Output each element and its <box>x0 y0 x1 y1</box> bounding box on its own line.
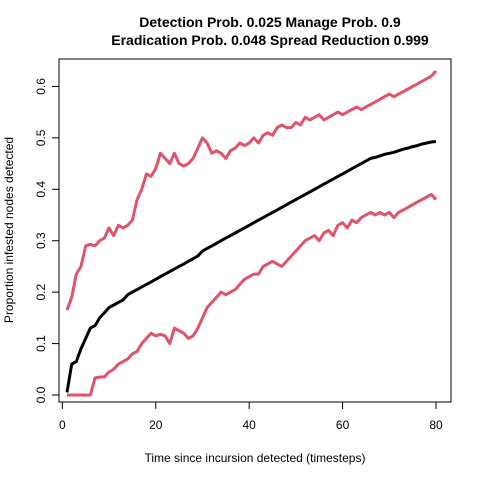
series-layer <box>65 69 438 397</box>
y-tick-label: 0.5 <box>34 129 48 146</box>
x-tick-label: 60 <box>336 418 350 432</box>
y-tick-label: 0.3 <box>34 232 48 249</box>
plot-frame <box>58 58 452 403</box>
chart-title-line1: Detection Prob. 0.025 Manage Prob. 0.9 <box>139 14 401 30</box>
y-tick-label: 0.4 <box>34 181 48 198</box>
series-line-upper <box>65 69 438 311</box>
y-tick-label: 0.0 <box>34 386 48 403</box>
x-tick-label: 0 <box>59 418 66 432</box>
y-axis: 0.0 0.1 0.2 0.3 0.4 0.5 0.6 <box>34 78 59 403</box>
y-tick-label: 0.6 <box>34 78 48 95</box>
x-axis-label: Time since incursion detected (timesteps… <box>145 451 366 465</box>
series-line-mean <box>65 140 437 393</box>
y-axis-label: Proportion infested nodes detected <box>2 137 16 323</box>
series-line-lower <box>67 192 438 397</box>
x-axis: 0 20 40 60 80 <box>59 402 443 432</box>
x-tick-label: 80 <box>429 418 443 432</box>
x-tick-label: 40 <box>242 418 256 432</box>
chart-title-line2: Eradication Prob. 0.048 Spread Reduction… <box>111 32 429 48</box>
y-tick-label: 0.2 <box>34 283 48 300</box>
x-tick-label: 20 <box>149 418 163 432</box>
y-tick-label: 0.1 <box>34 335 48 352</box>
